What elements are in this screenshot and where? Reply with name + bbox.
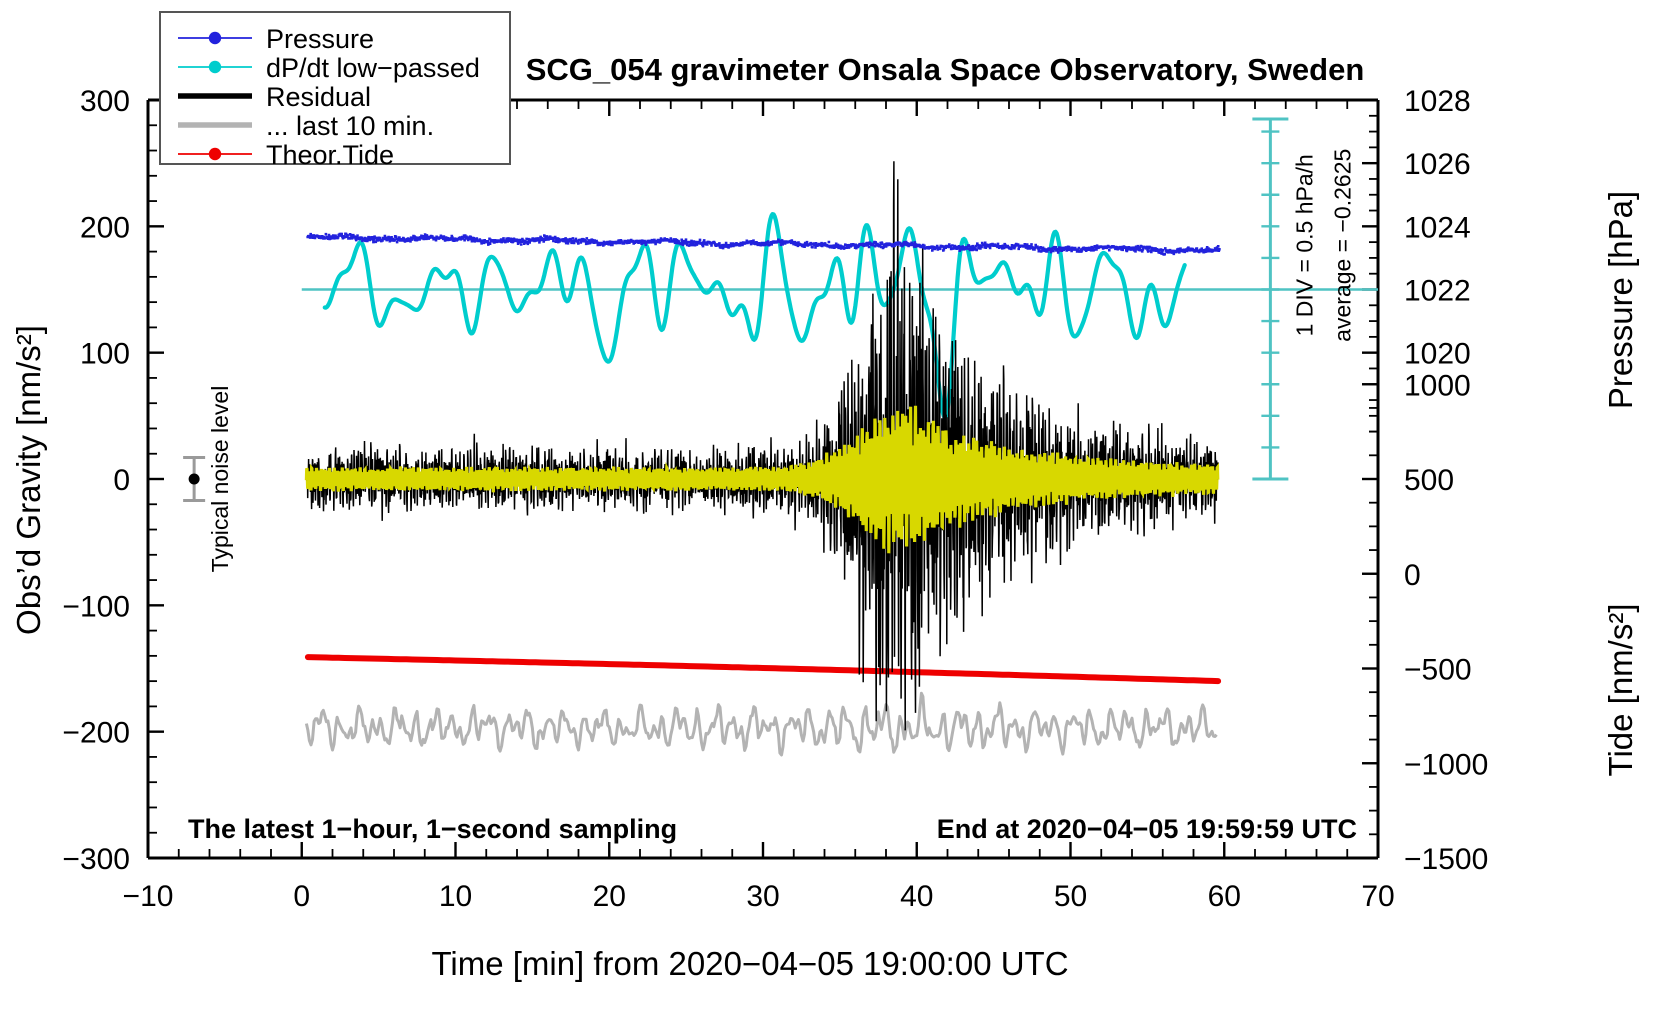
- legend-label: Theor.Tide: [266, 140, 394, 170]
- legend-item-residual[interactable]: Residual: [178, 82, 371, 112]
- legend-marker-dot: [208, 31, 222, 45]
- y-tick-label: 100: [80, 338, 130, 371]
- y-axis-title-pressure: Pressure [hPa]: [1602, 191, 1639, 409]
- legend-item-pressure[interactable]: Pressure: [178, 24, 374, 54]
- y-axis-title-tide: Tide [nm/s²]: [1602, 604, 1639, 777]
- cyan-average-label: average = −0.2625: [1329, 149, 1355, 342]
- legend-label: Pressure: [266, 24, 374, 54]
- x-tick-label: 10: [439, 880, 472, 913]
- y-tick-label: 0: [113, 464, 130, 497]
- x-tick-label: 0: [293, 880, 310, 913]
- x-tick-label: 40: [900, 880, 933, 913]
- series-residual-filtered-overlay: [304, 405, 1220, 554]
- axes-frame: −10 0 10 20 30 40 50 60 70−300−200−1000100200300…: [62, 85, 1488, 913]
- legend-item-dp-dt-low-passed[interactable]: dP/dt low−passed: [178, 53, 480, 83]
- chart-title: SCG_054 gravimeter Onsala Space Observat…: [526, 52, 1365, 87]
- x-tick-label: 50: [1054, 880, 1087, 913]
- tide-tick-label: 500: [1404, 464, 1454, 497]
- y-tick-label: −200: [62, 717, 130, 750]
- tide-tick-label: 1000: [1404, 369, 1471, 402]
- footer-right-note: End at 2020−04−05 19:59:59 UTC: [937, 814, 1357, 844]
- series-last-10-min-line: [304, 691, 1218, 757]
- y-axis-title-left: Obs’d Gravity [nm/s²]: [10, 325, 47, 635]
- noise-bar-center-dot: [188, 473, 200, 485]
- y-tick-label: 300: [80, 85, 130, 118]
- legend-label: Residual: [266, 82, 371, 112]
- tide-tick-label: −1000: [1404, 748, 1488, 781]
- y-tick-label: −300: [62, 843, 130, 876]
- cyan-div-label: 1 DIV = 0.5 hPa/h: [1291, 154, 1317, 336]
- pressure-tick-label: 1024: [1404, 211, 1471, 244]
- tide-tick-label: −1500: [1404, 843, 1488, 876]
- pressure-tick-label: 1028: [1404, 85, 1471, 118]
- pressure-tick-label: 1026: [1404, 148, 1471, 181]
- data-layer: [301, 161, 1378, 757]
- legend-item-theor-tide[interactable]: Theor.Tide: [178, 140, 394, 170]
- tide-tick-label: −500: [1404, 654, 1472, 687]
- noise-level-label: Typical noise level: [207, 386, 233, 573]
- x-axis-title: Time [min] from 2020−04−05 19:00:00 UTC: [431, 945, 1068, 982]
- x-tick-label: 30: [746, 880, 779, 913]
- pressure-tick-label: 1022: [1404, 275, 1471, 308]
- legend-marker-dot: [208, 147, 222, 161]
- series-dpdt-lowpassed-line: [322, 212, 1187, 420]
- legend-marker-dot: [208, 60, 222, 74]
- x-tick-label: 70: [1361, 880, 1394, 913]
- y-tick-label: −100: [62, 590, 130, 623]
- x-tick-label: −10: [123, 880, 174, 913]
- legend-label: dP/dt low−passed: [266, 53, 480, 83]
- pressure-tick-label: 1020: [1404, 338, 1471, 371]
- legend-item-last-10-min[interactable]: ... last 10 min.: [178, 111, 434, 141]
- x-tick-label: 20: [593, 880, 626, 913]
- series-pressure-points: [306, 232, 1221, 256]
- annotation-layer: Typical noise level 1 DIV = 0.5 hPa/h aver…: [183, 117, 1355, 573]
- tide-tick-label: 0: [1404, 559, 1421, 592]
- footer-left-note: The latest 1−hour, 1−second sampling: [188, 814, 677, 844]
- legend-label: ... last 10 min.: [266, 111, 434, 141]
- series-theoretical-tide-line: [304, 654, 1222, 685]
- y-tick-label: 200: [80, 211, 130, 244]
- x-tick-label: 60: [1208, 880, 1241, 913]
